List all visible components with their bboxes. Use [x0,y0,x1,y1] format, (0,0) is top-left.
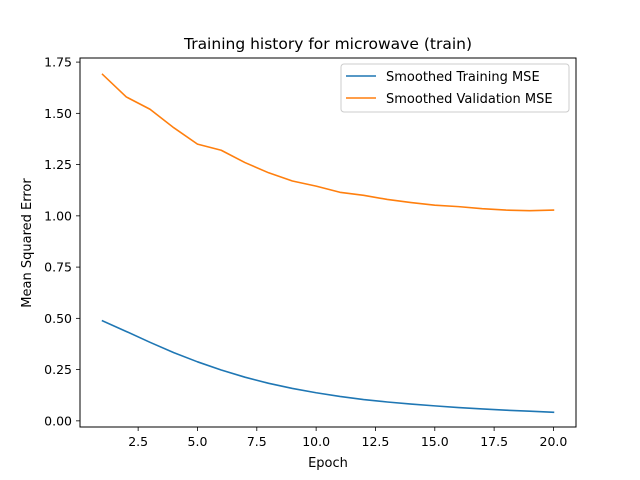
legend-label-validation: Smoothed Validation MSE [386,92,553,107]
x-tick-label: 20.0 [540,434,568,449]
validation-mse-line [101,73,555,212]
x-axis-label: Epoch [308,456,348,471]
y-axis-label: Mean Squared Error [20,178,35,308]
legend: Smoothed Training MSE Smoothed Validatio… [340,63,570,113]
x-tick-label: 7.5 [247,434,267,449]
axes-frame [79,57,577,428]
x-tick-label: 2.5 [128,434,148,449]
y-tick-label: 1.25 [44,157,72,172]
y-tick-label: 1.50 [44,106,72,121]
y-tick-label: 0.00 [44,413,72,428]
x-tick-label: 15.0 [421,434,449,449]
y-tick-label: 1.75 [44,55,72,70]
x-tick-label: 5.0 [188,434,208,449]
y-tick-label: 1.00 [44,208,72,223]
training-mse-line [101,319,555,414]
y-axis: 0.00 0.25 0.50 0.75 1.00 1.25 1.50 1.75 [44,55,80,428]
chart-title: Training history for microwave (train) [183,35,472,53]
plot-area [101,73,555,414]
y-tick-label: 0.25 [44,362,72,377]
legend-label-training: Smoothed Training MSE [386,70,540,85]
y-tick-label: 0.50 [44,311,72,326]
x-tick-label: 17.5 [480,434,508,449]
x-tick-label: 10.0 [302,434,330,449]
legend-box [340,63,570,113]
y-tick-label: 0.75 [44,260,72,275]
x-tick-label: 12.5 [362,434,390,449]
x-axis: 2.5 5.0 7.5 10.0 12.5 15.0 17.5 20.0 [128,427,567,449]
